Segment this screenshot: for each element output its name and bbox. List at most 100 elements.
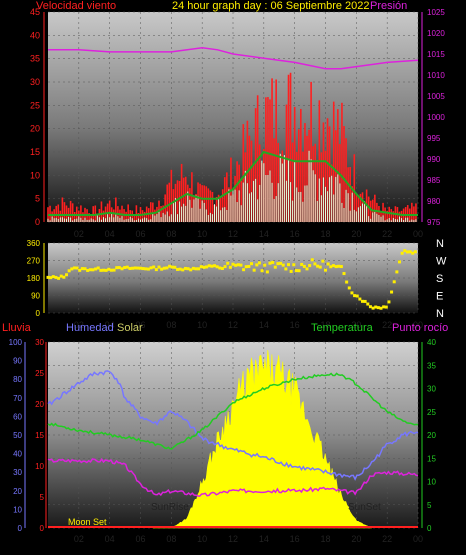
direction-point <box>239 263 243 267</box>
direction-point <box>247 264 251 268</box>
rain-y-tick-label: 5 <box>40 493 45 502</box>
direction-point <box>96 266 100 270</box>
humidity-y-tick-label: 50 <box>13 431 22 440</box>
direction-point <box>361 299 364 303</box>
direction-x-tick-label: 00 <box>413 320 423 330</box>
direction-point <box>300 262 304 266</box>
direction-point <box>339 265 343 269</box>
temp-y-tick-label: 40 <box>427 338 436 347</box>
direction-point <box>411 251 415 255</box>
direction-y-tick-label: 90 <box>31 292 40 301</box>
wind-x-tick-label: 14 <box>259 229 269 239</box>
humidity-y-tick-label: 80 <box>13 375 22 384</box>
wind-pressure-panel: Velocidad viento 24 hour graph day : 06 … <box>30 0 445 239</box>
wind-x-tick-label: 04 <box>105 229 115 239</box>
wind-y-tick-label: 5 <box>35 194 40 204</box>
wind-x-tick-label: 08 <box>166 229 176 239</box>
direction-point <box>51 275 55 279</box>
direction-point <box>197 267 201 271</box>
direction-point <box>376 306 380 310</box>
direction-x-tick-label: 18 <box>320 320 330 330</box>
direction-point <box>220 266 224 270</box>
humidity-y-tick-label: 30 <box>13 468 22 477</box>
temp-axes: 0510152025303540010203040506070809010005… <box>9 338 437 544</box>
direction-point <box>141 267 145 271</box>
direction-compass-label: E <box>436 291 443 303</box>
humidity-y-tick-label: 0 <box>18 524 23 533</box>
direction-point <box>173 265 177 269</box>
direction-point <box>125 265 129 269</box>
direction-point <box>368 305 372 309</box>
direction-point <box>104 268 108 272</box>
direction-point <box>80 267 84 271</box>
direction-point <box>310 258 314 262</box>
direction-point <box>318 265 322 269</box>
direction-point <box>202 265 206 269</box>
direction-point <box>112 268 116 272</box>
direction-point <box>294 269 298 273</box>
wind-y-tick-label: 35 <box>30 54 40 64</box>
direction-point <box>139 266 142 270</box>
direction-point <box>199 265 203 269</box>
wind-x-tick-label: 22 <box>382 229 392 239</box>
direction-point <box>347 286 351 290</box>
direction-point <box>255 263 259 267</box>
pressure-y-tick-label: 1015 <box>427 50 445 59</box>
direction-point <box>186 267 190 271</box>
direction-point <box>316 264 320 268</box>
wind-y-tick-label: 30 <box>30 77 40 87</box>
pressure-y-tick-label: 1005 <box>427 92 445 101</box>
temperature-line <box>47 372 419 450</box>
direction-point <box>91 268 95 272</box>
direction-point <box>342 272 346 276</box>
direction-compass-label: W <box>436 256 447 268</box>
direction-point <box>194 267 198 271</box>
direction-point <box>268 261 272 265</box>
humidity-y-tick-label: 100 <box>9 338 23 347</box>
direction-point <box>178 267 182 271</box>
temp-x-tick-label: 02 <box>74 534 84 544</box>
direction-series <box>46 249 417 310</box>
direction-point <box>54 275 58 279</box>
wind-axes: 0510152025303540459759809859909951000100… <box>30 7 445 239</box>
humidity-y-tick-label: 70 <box>13 394 22 403</box>
direction-point <box>384 305 388 309</box>
temp-x-tick-label: 20 <box>351 534 361 544</box>
wind-y-tick-label: 15 <box>30 147 40 157</box>
direction-x-tick-label: 06 <box>135 320 145 330</box>
direction-point <box>334 265 338 269</box>
direction-y-tick-label: 270 <box>27 257 41 266</box>
temp-x-tick-label: 18 <box>320 534 330 544</box>
direction-point <box>205 265 209 269</box>
temp-y-tick-label: 35 <box>427 361 436 370</box>
direction-point <box>117 266 121 270</box>
direction-point <box>191 266 195 270</box>
direction-point <box>265 270 269 274</box>
wind-y-tick-label: 0 <box>35 217 40 227</box>
direction-point <box>181 268 185 272</box>
direction-point <box>183 266 187 270</box>
direction-point <box>83 267 87 271</box>
direction-point <box>263 263 267 267</box>
direction-point <box>302 264 306 268</box>
direction-point <box>120 267 124 271</box>
direction-point <box>273 265 277 269</box>
temp-x-tick-label: 04 <box>105 534 115 544</box>
direction-point <box>99 268 103 272</box>
direction-point <box>324 268 327 272</box>
direction-point <box>257 261 261 265</box>
direction-point <box>168 264 172 268</box>
temperature-axis-title: Temperatura <box>311 322 374 334</box>
direction-point <box>250 262 253 266</box>
direction-point <box>355 294 359 298</box>
sunrise-label: SunRise <box>151 502 189 513</box>
direction-point <box>218 266 222 270</box>
direction-point <box>78 268 82 272</box>
direction-point <box>321 259 325 263</box>
direction-point <box>252 268 256 272</box>
direction-point <box>371 306 375 310</box>
direction-point <box>374 305 378 309</box>
temp-x-tick-label: 12 <box>228 534 238 544</box>
temp-x-tick-label: 22 <box>382 534 392 544</box>
direction-x-tick-label: 14 <box>259 320 269 330</box>
